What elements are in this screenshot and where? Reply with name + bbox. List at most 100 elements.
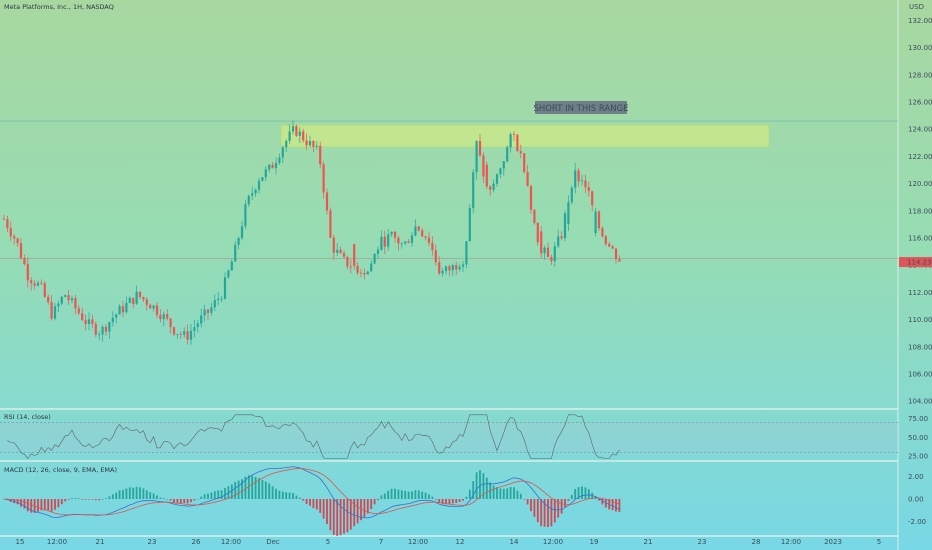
candle-body[interactable] — [570, 187, 573, 203]
candle-body[interactable] — [16, 238, 19, 244]
candle-body[interactable] — [223, 277, 227, 299]
candle-body[interactable] — [261, 177, 264, 181]
rsi-line[interactable] — [7, 414, 620, 459]
candle-body[interactable] — [227, 270, 230, 278]
candle-body[interactable] — [40, 282, 43, 284]
candle-body[interactable] — [213, 300, 216, 308]
price-pane[interactable]: SHORT IN THIS RANGE — [0, 101, 898, 345]
candle-body[interactable] — [322, 164, 325, 193]
candle-body[interactable] — [308, 140, 312, 146]
candle-body[interactable] — [448, 266, 451, 271]
candle-body[interactable] — [183, 331, 186, 335]
candle-body[interactable] — [87, 319, 91, 324]
candle-body[interactable] — [98, 334, 101, 336]
candle-body[interactable] — [332, 237, 335, 253]
candle-body[interactable] — [285, 140, 288, 148]
candle-body[interactable] — [567, 202, 570, 225]
short-zone-box[interactable] — [280, 124, 770, 148]
candle-body[interactable] — [495, 174, 499, 184]
candle-body[interactable] — [451, 265, 454, 271]
candle-body[interactable] — [618, 259, 621, 262]
candle-body[interactable] — [298, 131, 301, 136]
candle-body[interactable] — [349, 266, 352, 268]
candle-body[interactable] — [312, 140, 315, 147]
candle-body[interactable] — [336, 249, 339, 253]
candle-body[interactable] — [342, 253, 346, 257]
candle-body[interactable] — [19, 243, 23, 259]
candle-body[interactable] — [376, 249, 380, 254]
candle-body[interactable] — [536, 222, 539, 243]
candle-body[interactable] — [47, 296, 50, 303]
candle-body[interactable] — [210, 307, 213, 313]
candle-body[interactable] — [26, 264, 29, 281]
candle-body[interactable] — [135, 291, 138, 304]
candle-body[interactable] — [444, 266, 448, 271]
candle-body[interactable] — [506, 147, 509, 162]
symbol-title[interactable]: Meta Platforms, Inc., 1H, NASDAQ — [4, 3, 114, 11]
candle-body[interactable] — [128, 297, 131, 303]
candle-body[interactable] — [410, 235, 414, 243]
candle-body[interactable] — [149, 304, 152, 309]
candle-body[interactable] — [132, 297, 135, 304]
candle-body[interactable] — [587, 187, 590, 192]
candle-body[interactable] — [53, 306, 57, 319]
candle-body[interactable] — [465, 241, 468, 265]
candle-body[interactable] — [57, 303, 60, 307]
candle-body[interactable] — [254, 189, 257, 194]
candle-body[interactable] — [499, 168, 502, 175]
candle-body[interactable] — [400, 243, 403, 245]
candle-body[interactable] — [594, 211, 597, 234]
candle-body[interactable] — [529, 186, 533, 210]
candle-body[interactable] — [557, 236, 560, 247]
candle-body[interactable] — [455, 265, 458, 270]
candle-body[interactable] — [397, 237, 400, 244]
candle-body[interactable] — [234, 244, 237, 262]
candle-body[interactable] — [305, 140, 308, 146]
candle-body[interactable] — [288, 131, 291, 141]
candle-body[interactable] — [441, 270, 444, 274]
candle-body[interactable] — [601, 228, 604, 237]
candle-body[interactable] — [169, 318, 172, 328]
macd-label[interactable]: MACD (12, 26, close, 9, EMA, EMA) — [4, 466, 117, 474]
candle-body[interactable] — [172, 327, 176, 335]
candle-body[interactable] — [264, 169, 267, 178]
candle-body[interactable] — [295, 126, 298, 136]
candle-body[interactable] — [492, 183, 495, 190]
candle-body[interactable] — [380, 236, 383, 250]
candle-body[interactable] — [353, 244, 356, 266]
candle-body[interactable] — [230, 261, 233, 271]
candle-body[interactable] — [189, 330, 193, 340]
candle-body[interactable] — [152, 305, 155, 309]
candle-body[interactable] — [597, 211, 601, 229]
candle-body[interactable] — [373, 253, 376, 264]
candle-body[interactable] — [526, 172, 529, 187]
candle-body[interactable] — [81, 313, 84, 321]
candle-body[interactable] — [580, 180, 584, 182]
candle-body[interactable] — [421, 230, 424, 237]
candle-body[interactable] — [509, 134, 512, 148]
candle-body[interactable] — [67, 295, 70, 301]
candle-body[interactable] — [359, 272, 363, 274]
candle-body[interactable] — [608, 244, 611, 247]
candle-body[interactable] — [217, 298, 220, 301]
candle-body[interactable] — [43, 283, 46, 297]
candle-body[interactable] — [251, 193, 254, 196]
candle-body[interactable] — [111, 317, 114, 323]
candle-body[interactable] — [6, 219, 9, 229]
candle-body[interactable] — [523, 153, 526, 173]
candle-body[interactable] — [475, 140, 478, 173]
candle-body[interactable] — [604, 236, 607, 245]
candle-body[interactable] — [281, 147, 284, 158]
candle-body[interactable] — [553, 246, 556, 262]
candle-body[interactable] — [550, 256, 553, 262]
candle-body[interactable] — [468, 208, 471, 242]
candle-body[interactable] — [36, 282, 40, 286]
candle-body[interactable] — [257, 180, 261, 190]
candle-body[interactable] — [563, 213, 567, 239]
candle-body[interactable] — [591, 191, 594, 206]
candle-body[interactable] — [407, 241, 410, 243]
candle-body[interactable] — [325, 192, 329, 211]
candle-body[interactable] — [94, 324, 97, 335]
candle-body[interactable] — [502, 161, 505, 169]
candle-body[interactable] — [329, 210, 332, 238]
